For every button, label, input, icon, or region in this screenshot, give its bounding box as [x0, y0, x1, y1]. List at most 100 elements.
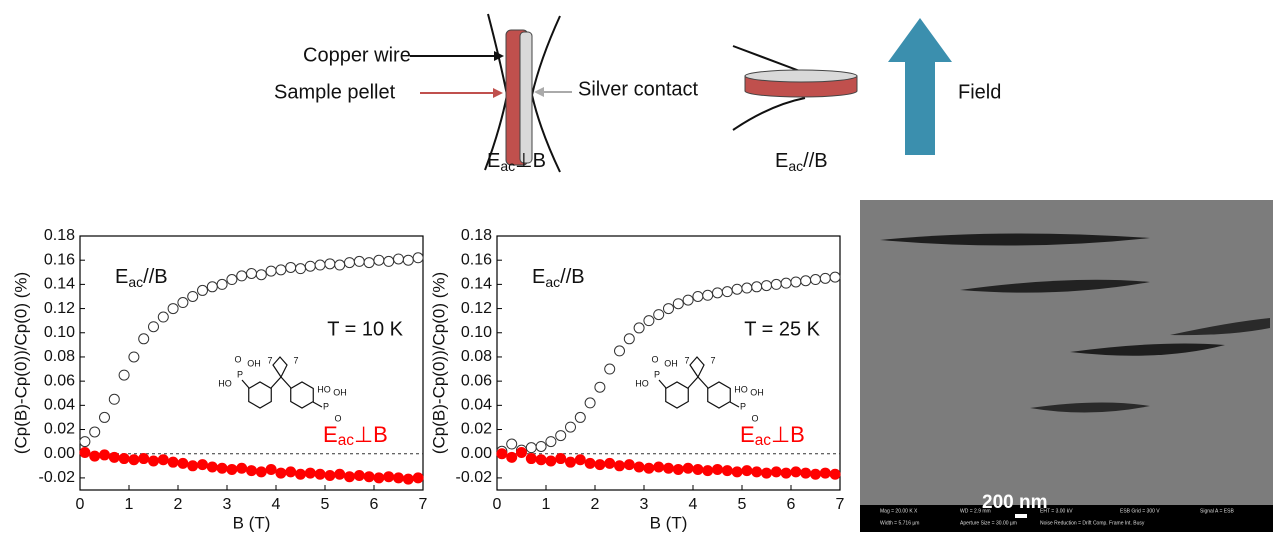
data-point — [682, 294, 694, 306]
silver-contact — [519, 31, 533, 164]
data-point — [506, 451, 518, 463]
data-point — [255, 269, 267, 281]
data-point — [353, 255, 365, 267]
data-point — [108, 451, 120, 463]
data-point — [99, 411, 110, 423]
atom-label: 7 — [684, 355, 689, 365]
y-tick-label: 0.16 — [44, 251, 75, 268]
data-point — [226, 274, 238, 286]
data-point — [314, 259, 326, 271]
x-tick-label: 6 — [787, 496, 796, 513]
data-point — [633, 461, 645, 473]
data-point — [545, 455, 557, 467]
bond — [241, 379, 250, 389]
data-point — [819, 467, 831, 479]
data-point — [167, 303, 179, 315]
data-point — [187, 460, 199, 472]
data-point — [118, 453, 130, 465]
y-tick-label: 0.10 — [44, 324, 75, 341]
data-point — [761, 280, 772, 292]
data-point — [829, 271, 841, 283]
atom-label: O — [234, 354, 241, 364]
silver-contact — [744, 69, 858, 83]
data-point — [672, 298, 684, 310]
data-point — [344, 471, 355, 483]
data-point — [295, 468, 306, 480]
atom-label: O — [334, 413, 341, 423]
data-point — [412, 472, 424, 484]
data-point — [702, 465, 714, 477]
sem-background — [860, 200, 1273, 532]
data-point — [663, 303, 674, 315]
data-point — [506, 438, 518, 450]
data-point — [402, 254, 414, 266]
data-point — [643, 462, 655, 474]
x-tick-label: 4 — [272, 496, 281, 513]
ring — [248, 381, 272, 409]
data-point — [148, 455, 159, 467]
data-point — [324, 469, 336, 481]
data-point — [383, 471, 395, 483]
data-point — [682, 462, 694, 474]
atom-label: HO — [218, 378, 232, 388]
data-point — [344, 257, 355, 269]
atom-label: O — [751, 413, 758, 423]
atom-label: 7 — [267, 355, 272, 365]
x-tick-label: 4 — [689, 496, 698, 513]
data-point — [99, 449, 110, 461]
x-tick-label: 5 — [738, 496, 747, 513]
data-point — [89, 426, 101, 438]
y-tick-label: 0.08 — [44, 348, 75, 365]
data-point — [197, 284, 208, 296]
data-point — [402, 473, 414, 485]
data-point — [148, 321, 159, 333]
data-point — [324, 258, 336, 270]
label: Silver contact — [578, 78, 698, 100]
annotation: Eac//B — [115, 266, 168, 289]
x-tick-label: 1 — [125, 496, 134, 513]
y-tick-label: 0.12 — [461, 300, 492, 317]
x-tick-label: 3 — [223, 496, 232, 513]
data-point — [285, 261, 297, 273]
data-point — [692, 463, 704, 475]
data-point — [800, 275, 812, 287]
data-point — [393, 472, 404, 484]
sem-info: WD = 2.9 mm — [960, 508, 991, 514]
label: Field — [958, 81, 1001, 103]
data-point — [246, 267, 257, 279]
data-point — [712, 463, 723, 475]
x-tick-label: 7 — [419, 496, 428, 513]
y-tick-label: 0.04 — [44, 397, 75, 414]
sem-crack — [960, 279, 1150, 293]
sem-info: Noise Reduction = Drift Comp. Frame Int.… — [1040, 520, 1145, 526]
data-point — [275, 467, 287, 479]
x-tick-label: 6 — [370, 496, 379, 513]
x-tick-label: 3 — [640, 496, 649, 513]
annotation: Eac⊥B — [740, 422, 805, 449]
data-point — [790, 276, 802, 288]
data-point — [525, 453, 537, 465]
annotation-part: ⊥B — [354, 422, 388, 447]
data-point — [373, 254, 385, 266]
atom-label: 7 — [710, 355, 715, 365]
scale-bar — [1015, 514, 1027, 518]
bond — [658, 379, 667, 389]
data-point — [721, 465, 733, 477]
data-point — [761, 467, 772, 479]
data-point — [304, 260, 316, 272]
y-tick-label: 0.00 — [44, 445, 75, 462]
data-point — [810, 468, 821, 480]
arrowhead — [534, 87, 544, 97]
sem-info: Mag = 20.00 K X — [880, 508, 918, 514]
data-point — [314, 468, 326, 480]
y-tick-label: 0.14 — [461, 276, 492, 293]
ring — [665, 381, 689, 409]
data-point — [334, 468, 346, 480]
y-tick-label: 0.18 — [461, 227, 492, 244]
chain — [689, 356, 705, 378]
atom-label: HO — [635, 378, 649, 388]
data-point — [138, 333, 150, 345]
x-tick-label: 2 — [591, 496, 600, 513]
